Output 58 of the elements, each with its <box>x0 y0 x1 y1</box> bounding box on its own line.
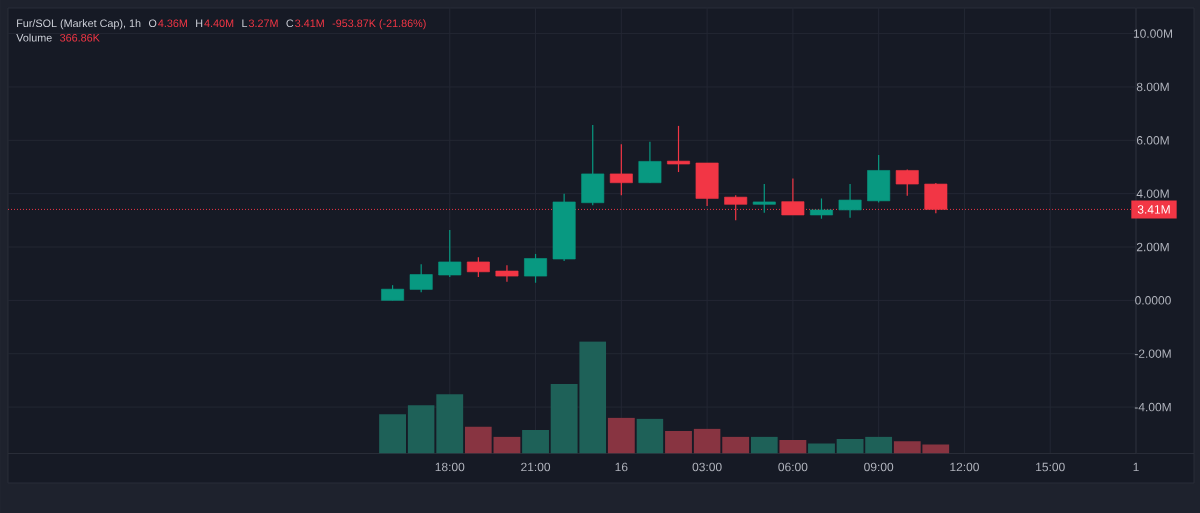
x-tick-label: 16 <box>615 462 628 472</box>
candlestick <box>466 256 490 278</box>
annotation: 366.86K <box>60 33 100 42</box>
bar <box>808 443 835 454</box>
y-tick-label: 0.0000 <box>1135 296 1171 305</box>
bar <box>750 436 778 454</box>
bar <box>779 440 807 454</box>
bar <box>379 414 407 454</box>
bar <box>493 436 521 454</box>
annotation: 4.40M <box>204 19 234 28</box>
bar <box>579 341 607 454</box>
annotation: H <box>196 19 203 27</box>
bar <box>550 384 578 454</box>
candlestick <box>495 264 519 283</box>
y-tick-label: -4.00M <box>1134 402 1171 412</box>
annotation: O <box>148 19 157 28</box>
candlestick <box>895 168 919 197</box>
candlestick <box>609 143 633 196</box>
x-tick-label: 15:00 <box>1036 462 1065 472</box>
bar <box>407 405 435 454</box>
y-tick-label: 6.00M <box>1136 136 1169 145</box>
x-tick-label: 21:00 <box>521 462 551 472</box>
x-tick-label: 06:00 <box>778 462 808 472</box>
annotation: L <box>242 19 248 27</box>
bar <box>607 417 635 454</box>
candlestick <box>752 183 776 214</box>
bar <box>722 436 750 454</box>
ref-line-label: 3.41M <box>1137 205 1170 214</box>
annotation: 3.27M <box>248 19 278 28</box>
x-tick-label: 03:00 <box>692 462 722 472</box>
candlestick <box>638 141 662 184</box>
candlestick <box>409 263 433 293</box>
x-tick-label: 1 <box>1133 462 1139 472</box>
bar <box>436 394 464 454</box>
x-tick-label: 09:00 <box>864 462 894 472</box>
y-tick-label: 8.00M <box>1136 82 1169 92</box>
bar <box>693 428 721 454</box>
x-tick-label: 18:00 <box>435 462 465 472</box>
annotation: C <box>286 19 294 28</box>
bar <box>665 431 692 454</box>
y-tick-label: 4.00M <box>1136 189 1169 198</box>
bar <box>636 418 664 454</box>
candlestick <box>667 125 690 173</box>
candlestick <box>524 253 547 284</box>
text: Fur/SOL (Market Cap), 1h <box>17 19 141 30</box>
x-tick-label: 12:00 <box>950 462 979 472</box>
candlestick <box>438 229 462 278</box>
y-tick-label: -2.00M <box>1134 349 1171 358</box>
bar <box>522 429 549 454</box>
candlestick <box>810 197 833 220</box>
annotation: -953.87K (-21.86%) <box>332 19 426 30</box>
y-tick-label: 2.00M <box>1136 242 1169 252</box>
chart-title: Volume <box>16 33 52 42</box>
annotation: 3.41M <box>295 19 324 28</box>
bar <box>464 426 492 454</box>
annotation: 4.36M <box>158 19 187 28</box>
y-tick-label: 10.00M <box>1133 29 1173 38</box>
candlestick <box>838 183 862 219</box>
